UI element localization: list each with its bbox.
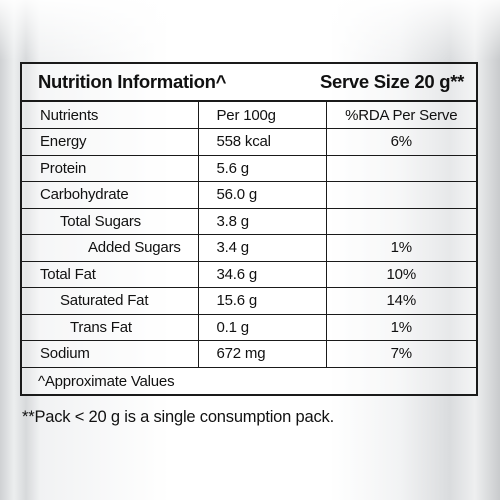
- per-100g-value: 15.6 g: [198, 287, 327, 315]
- rda-value: 1%: [326, 314, 476, 341]
- table-row: Trans Fat 0.1 g 1%: [22, 314, 476, 341]
- per-100g-value: 3.8 g: [198, 208, 327, 235]
- table-row: Protein 5.6 g: [22, 155, 476, 182]
- nutrient-name: Total Fat: [22, 261, 199, 288]
- table-row: Added Sugars 3.4 g 1%: [22, 234, 476, 262]
- rda-value: 10%: [326, 261, 476, 288]
- rda-value: [326, 208, 476, 235]
- rda-value: [326, 181, 476, 209]
- nutrient-name: Saturated Fat: [22, 287, 199, 315]
- table-header-row: Nutrients Per 100g %RDA Per Serve: [22, 102, 476, 129]
- column-header-per-100g: Per 100g: [198, 102, 327, 129]
- column-header-nutrients: Nutrients: [22, 102, 199, 129]
- nutrition-panel: Nutrition Information^ Serve Size 20 g**…: [20, 62, 478, 396]
- rda-value: 14%: [326, 287, 476, 315]
- foil-sheen: [0, 0, 500, 60]
- per-100g-value: 5.6 g: [198, 155, 327, 182]
- nutrition-header: Nutrition Information^ Serve Size 20 g**: [22, 64, 476, 102]
- table-row: Carbohydrate 56.0 g: [22, 181, 476, 209]
- approximate-values-note: ^Approximate Values: [38, 373, 175, 390]
- table-row: Saturated Fat 15.6 g 14%: [22, 287, 476, 315]
- rda-value: 1%: [326, 234, 476, 262]
- table-row: Total Fat 34.6 g 10%: [22, 261, 476, 288]
- per-100g-value: 56.0 g: [198, 181, 327, 209]
- per-100g-value: 558 kcal: [198, 128, 327, 156]
- pack-note: **Pack < 20 g is a single consumption pa…: [22, 408, 334, 426]
- per-100g-value: 0.1 g: [198, 314, 327, 341]
- nutrient-name: Protein: [22, 155, 199, 182]
- column-header-rda: %RDA Per Serve: [326, 102, 476, 129]
- nutrient-name: Energy: [22, 128, 199, 156]
- rda-value: 6%: [326, 128, 476, 156]
- nutrient-name: Added Sugars: [22, 234, 199, 262]
- per-100g-value: 34.6 g: [198, 261, 327, 288]
- per-100g-value: 672 mg: [198, 340, 327, 368]
- table-row: Sodium 672 mg 7%: [22, 340, 476, 368]
- nutrient-name: Carbohydrate: [22, 181, 199, 209]
- table-row: Total Sugars 3.8 g: [22, 208, 476, 235]
- nutrient-name: Total Sugars: [22, 208, 199, 235]
- nutrition-title: Nutrition Information^: [38, 71, 227, 92]
- rda-value: [326, 155, 476, 182]
- nutrient-name: Sodium: [22, 340, 199, 368]
- nutrition-table: Nutrients Per 100g %RDA Per Serve Energy…: [22, 102, 476, 368]
- per-100g-value: 3.4 g: [198, 234, 327, 262]
- table-row: Energy 558 kcal 6%: [22, 128, 476, 156]
- nutrient-name: Trans Fat: [22, 314, 199, 341]
- serve-size: Serve Size 20 g**: [319, 71, 464, 92]
- rda-value: 7%: [326, 340, 476, 368]
